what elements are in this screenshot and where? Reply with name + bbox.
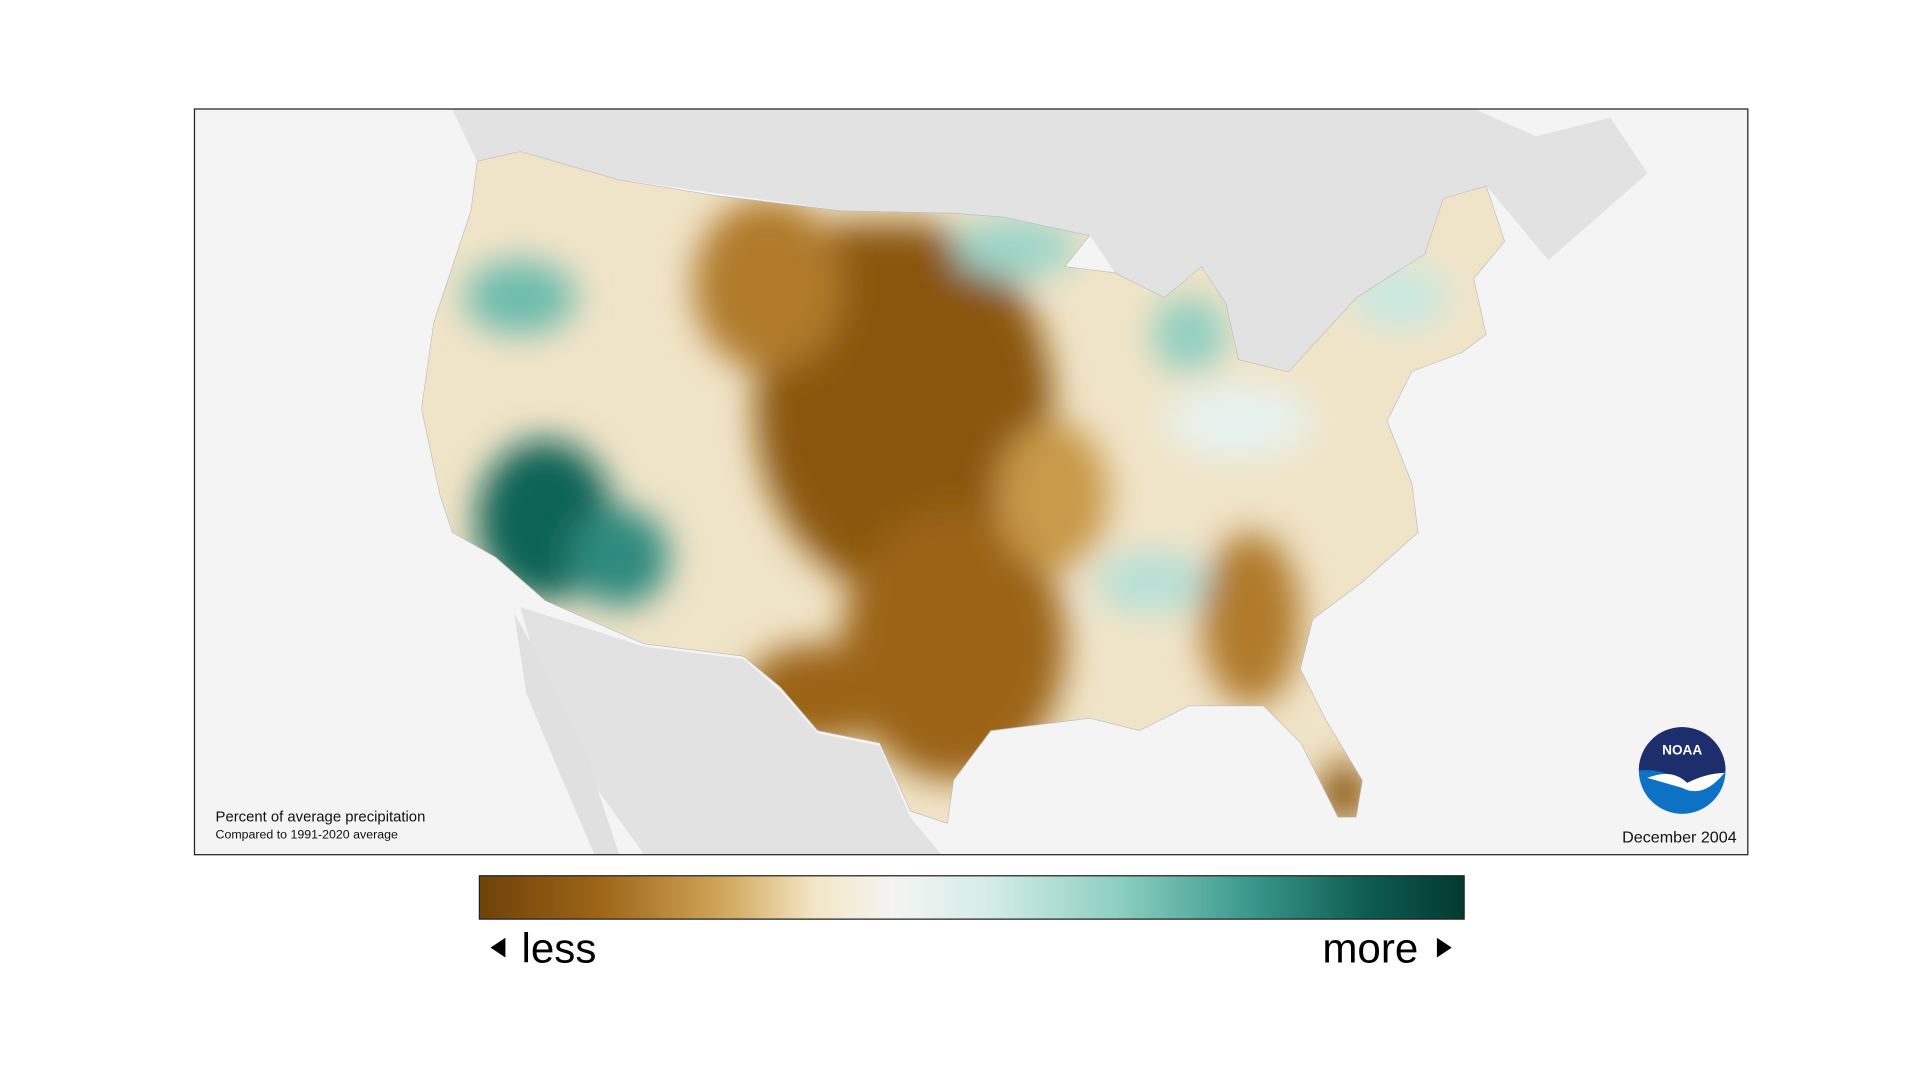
map-frame xyxy=(193,108,1749,856)
note-title: Percent of average precipitation xyxy=(216,809,426,825)
logo-text: NOAA xyxy=(1662,742,1702,757)
color-bar xyxy=(478,875,1465,920)
less-arrow xyxy=(490,937,506,958)
more-arrow xyxy=(1436,937,1452,958)
note-subtitle: Compared to 1991-2020 average xyxy=(216,828,398,842)
noaa-logo: NOAA xyxy=(1638,727,1726,814)
more-label: more xyxy=(1322,924,1418,971)
neighbor-land xyxy=(452,109,1648,855)
map: NOAA Percent of average precipitation Co… xyxy=(193,108,1749,971)
less-label: less xyxy=(521,924,596,971)
date-label: December 2004 xyxy=(1622,828,1737,846)
